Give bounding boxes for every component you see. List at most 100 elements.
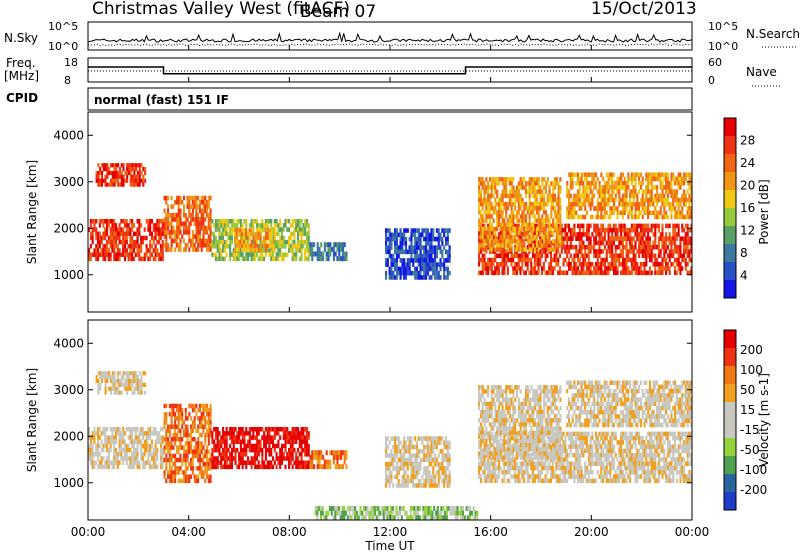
heatmap-cell: [248, 232, 251, 237]
heatmap-cell: [98, 464, 101, 470]
heatmap-cell: [158, 256, 161, 262]
heatmap-cell: [505, 230, 508, 236]
heatmap-cell: [688, 180, 691, 186]
heatmap-cell: [316, 450, 319, 456]
heatmap-cell: [612, 257, 615, 263]
heatmap-cell: [654, 227, 657, 233]
heatmap-cell: [225, 239, 228, 245]
heatmap-cell: [177, 437, 180, 442]
heatmap-cell: [506, 266, 509, 271]
heatmap-cell: [159, 426, 162, 432]
heatmap-cell: [501, 197, 504, 203]
heatmap-cell: [584, 172, 587, 177]
heatmap-cell: [576, 257, 580, 263]
heatmap-cell: [408, 249, 411, 255]
heatmap-cell: [571, 202, 574, 207]
heatmap-cell: [186, 453, 189, 459]
heatmap-cell: [481, 243, 484, 248]
heatmap-cell: [384, 245, 388, 250]
heatmap-cell: [298, 218, 301, 224]
heatmap-cell: [523, 201, 526, 207]
heatmap-cell: [543, 226, 546, 232]
heatmap-cell: [165, 445, 168, 450]
heatmap-cell: [578, 185, 581, 190]
heatmap-cell: [668, 266, 671, 271]
heatmap-cell: [528, 218, 531, 223]
heatmap-cell: [514, 201, 517, 207]
heatmap-cell: [220, 239, 223, 245]
heatmap-cell: [537, 232, 540, 237]
heatmap-cell: [620, 185, 623, 190]
heatmap-cell: [490, 247, 493, 252]
heatmap-cell: [410, 253, 413, 259]
heatmap-cell: [229, 452, 232, 457]
heatmap-cell: [207, 474, 210, 479]
heatmap-cell: [237, 247, 240, 252]
heatmap-cell: [120, 390, 123, 395]
heatmap-cell: [585, 244, 589, 250]
heatmap-cell: [690, 185, 693, 190]
heatmap-cell: [296, 431, 300, 436]
heatmap-cell: [503, 177, 506, 182]
heatmap-cell: [533, 266, 536, 271]
heatmap-cell: [109, 244, 112, 249]
heatmap-cell: [123, 244, 127, 249]
heatmap-cell: [645, 240, 648, 246]
heatmap-cell: [177, 230, 180, 235]
heatmap-cell: [266, 447, 269, 453]
heatmap-cell: [279, 218, 282, 224]
heatmap-cell: [307, 452, 310, 457]
heatmap-cell: [291, 256, 294, 262]
heatmap-cell: [136, 390, 139, 395]
heatmap-cell: [585, 180, 589, 186]
heatmap-cell: [204, 225, 207, 231]
heatmap-cell: [533, 270, 536, 276]
heatmap-cell: [120, 447, 123, 453]
heatmap-cell: [679, 249, 682, 254]
heatmap-cell: [218, 431, 221, 436]
heatmap-cell: [575, 262, 578, 267]
heatmap-cell: [250, 443, 253, 449]
heatmap-cell: [305, 431, 308, 436]
heatmap-cell: [552, 201, 555, 207]
heatmap-cell: [488, 206, 492, 211]
heatmap-cell: [295, 218, 298, 224]
heatmap-cell: [181, 457, 184, 463]
heatmap-cell: [485, 236, 488, 241]
heatmap-cell: [138, 386, 141, 391]
heatmap-cell: [677, 210, 680, 216]
heatmap-cell: [508, 235, 511, 240]
heatmap-cell: [559, 239, 562, 244]
heatmap-cell: [236, 256, 239, 262]
heatmap-cell: [133, 174, 136, 179]
heatmap-cell: [659, 172, 662, 177]
heatmap-cell: [537, 201, 540, 207]
heatmap-cell: [113, 248, 116, 253]
heatmap-cell: [557, 201, 560, 207]
heatmap-cell: [132, 439, 136, 445]
heatmap-cell: [625, 185, 628, 190]
heatmap-cell: [516, 193, 519, 199]
heatmap-cell: [528, 226, 531, 232]
heatmap-cell: [426, 236, 429, 242]
heatmap-cell: [302, 223, 305, 228]
heatmap-cell: [161, 452, 164, 457]
heatmap-cell: [220, 256, 223, 262]
heatmap-cell: [690, 197, 693, 203]
heatmap-cell: [690, 193, 693, 199]
heatmap-cell: [268, 239, 271, 245]
heatmap-cell: [222, 456, 225, 461]
heatmap-cell: [174, 457, 177, 463]
heatmap-cell: [263, 439, 266, 445]
heatmap-cell: [656, 197, 659, 203]
heatmap-cell: [175, 225, 178, 231]
heatmap-cell: [510, 253, 513, 259]
heatmap-cell: [113, 231, 116, 237]
heatmap-cell: [578, 206, 581, 211]
nave-tick-bottom: 0: [708, 74, 715, 87]
heatmap-cell: [247, 244, 250, 249]
heatmap-cell: [638, 266, 641, 271]
heatmap-cell: [263, 248, 266, 253]
heatmap-cell: [113, 375, 116, 380]
heatmap-cell: [165, 441, 168, 446]
